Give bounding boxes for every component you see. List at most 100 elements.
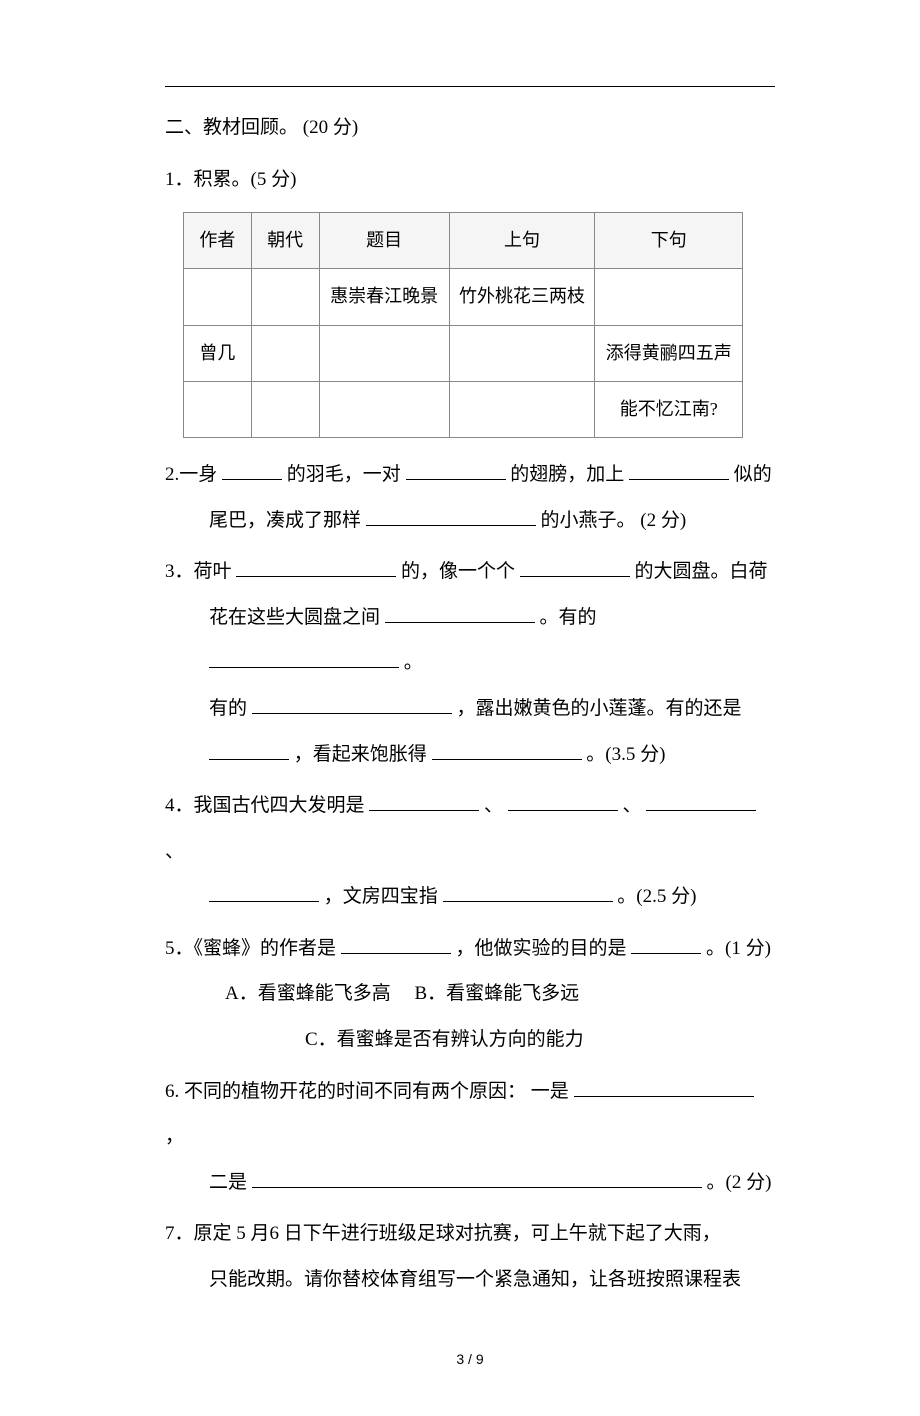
q3-text: ，露出嫩黄色的小莲蓬。有的还是 [457,698,742,719]
question-1: 1．积累。(5 分) [165,157,775,203]
table-row: 能不忆江南? [184,381,743,437]
question-6: 6. 不同的植物开花的时间不同有两个原因： 一是 ， 二是 。(2 分) [165,1069,775,1206]
q1-cell [319,381,449,437]
q3-text: 。 [404,652,423,673]
blank[interactable] [432,737,582,760]
question-3: 3．荷叶 的，像一个个 的大圆盘。白荷 花在这些大圆盘之间 。有的 。 有的 ，… [165,549,775,777]
q1-cell: 惠崇春江晚景 [319,269,449,325]
blank[interactable] [252,1165,702,1188]
q5-option-b[interactable]: B．看蜜蜂能飞多远 [414,983,579,1004]
q3-text: 花在这些大圆盘之间 [209,607,385,628]
blank[interactable] [508,788,618,811]
q1-cell [449,325,595,381]
table-header-row: 作者 朝代 题目 上句 下句 [184,213,743,269]
q6-text: 二是 [209,1172,247,1193]
table-row: 曾几 添得黄鹂四五声 [184,325,743,381]
q5-option-a[interactable]: A．看蜜蜂能飞多高 [225,983,391,1004]
blank[interactable] [385,600,535,623]
blank[interactable] [629,457,729,480]
q4-text: 。(2.5 分) [617,886,696,907]
blank[interactable] [209,737,289,760]
q3-text: ，看起来饱胀得 [294,744,432,765]
q5-text: 5．《蜜蜂》的作者是 [165,938,341,959]
q1-cell [251,269,319,325]
q1-cell [319,325,449,381]
q2-text: 尾巴，凑成了那样 [209,510,366,531]
q5-options-line1: A．看蜜蜂能飞多高 B．看蜜蜂能飞多远 [165,971,775,1017]
q1-cell [251,325,319,381]
blank[interactable] [520,554,630,577]
q2-text: 2.一身 [165,464,217,485]
blank[interactable] [341,931,451,954]
page-number-text: 3 / 9 [456,1351,483,1367]
q1-th-0: 作者 [184,213,252,269]
blank[interactable] [209,645,399,668]
q4-line2: ，文房四宝指 。(2.5 分) [165,874,775,920]
q2-text: 的小燕子。 (2 分) [541,510,687,531]
q5-text: 。(1 分) [706,938,771,959]
q1-th-4: 下句 [595,213,743,269]
q4-sep: 、 [623,795,642,816]
question-2: 2.一身 的羽毛，一对 的翅膀，加上 似的 尾巴，凑成了那样 的小燕子。 (2 … [165,452,775,543]
q7-line2-wrap: 只能改期。请你替校体育组写一个紧急通知，让各班按照课程表 [165,1257,775,1303]
question-4: 4．我国古代四大发明是 、 、 、 ，文房四宝指 。(2.5 分) [165,783,775,920]
q1-th-3: 上句 [449,213,595,269]
blank[interactable] [443,879,613,902]
q6-text: 。(2 分) [707,1172,772,1193]
q6-line2: 二是 。(2 分) [165,1160,775,1206]
q3-line4: ，看起来饱胀得 。(3.5 分) [165,732,775,778]
q3-text: 的大圆盘。白荷 [635,561,768,582]
q1-cell [449,381,595,437]
q2-text: 的翅膀，加上 [510,464,629,485]
q1-cell: 添得黄鹂四五声 [595,325,743,381]
q7-line2: 只能改期。请你替校体育组写一个紧急通知，让各班按照课程表 [209,1269,741,1290]
question-7: 7．原定 5 月6 日下午进行班级足球对抗赛，可上午就下起了大雨， 只能改期。请… [165,1211,775,1302]
q3-text: 有的 [209,698,252,719]
blank[interactable] [406,457,506,480]
page-number: 3 / 9 [165,1343,775,1377]
blank[interactable] [236,554,396,577]
q4-sep: 、 [484,795,503,816]
q5-text: ，他做实验的目的是 [456,938,632,959]
q1-cell [251,381,319,437]
top-rule [165,60,775,87]
q1-table: 作者 朝代 题目 上句 下句 惠崇春江晚景 竹外桃花三两枝 曾几 添得黄鹂四五声… [183,212,743,438]
blank[interactable] [252,691,452,714]
q1-th-2: 题目 [319,213,449,269]
q4-sep: 、 [165,841,184,862]
q1-cell [184,381,252,437]
section-2-heading-text: 二、教材回顾。 (20 分) [165,117,358,138]
blank[interactable] [631,931,701,954]
question-5: 5．《蜜蜂》的作者是 ，他做实验的目的是 。(1 分) A．看蜜蜂能飞多高 B．… [165,926,775,1063]
page-content: 二、教材回顾。 (20 分) 1．积累。(5 分) 作者 朝代 题目 上句 下句… [0,0,920,1416]
blank[interactable] [222,457,282,480]
q1-cell [595,269,743,325]
q1-cell: 曾几 [184,325,252,381]
q2-line2: 尾巴，凑成了那样 的小燕子。 (2 分) [165,498,775,544]
q3-line3: 有的 ，露出嫩黄色的小莲蓬。有的还是 [165,686,775,732]
q4-text: 4．我国古代四大发明是 [165,795,369,816]
blank[interactable] [366,503,536,526]
blank[interactable] [646,788,756,811]
q3-text: 的，像一个个 [401,561,520,582]
q3-text: 。有的 [540,607,597,628]
table-row: 惠崇春江晚景 竹外桃花三两枝 [184,269,743,325]
q5-option-c[interactable]: C．看蜜蜂是否有辨认方向的能力 [305,1029,584,1050]
q3-line2: 花在这些大圆盘之间 。有的 。 [165,595,775,686]
q3-text: 3．荷叶 [165,561,236,582]
q1-cell: 能不忆江南? [595,381,743,437]
section-2-heading: 二、教材回顾。 (20 分) [165,105,775,151]
q1-th-1: 朝代 [251,213,319,269]
blank[interactable] [369,788,479,811]
blank[interactable] [209,879,319,902]
blank[interactable] [574,1074,754,1097]
q2-text: 似的 [734,464,772,485]
q1-cell: 竹外桃花三两枝 [449,269,595,325]
q2-text: 的羽毛，一对 [287,464,406,485]
q3-text: 。(3.5 分) [586,744,665,765]
q5-options-line2: C．看蜜蜂是否有辨认方向的能力 [165,1017,775,1063]
q7-line1: 7．原定 5 月6 日下午进行班级足球对抗赛，可上午就下起了大雨， [165,1223,721,1244]
q1-label: 1．积累。(5 分) [165,169,296,190]
q4-text: ，文房四宝指 [324,886,443,907]
q6-text: ， [165,1126,184,1147]
